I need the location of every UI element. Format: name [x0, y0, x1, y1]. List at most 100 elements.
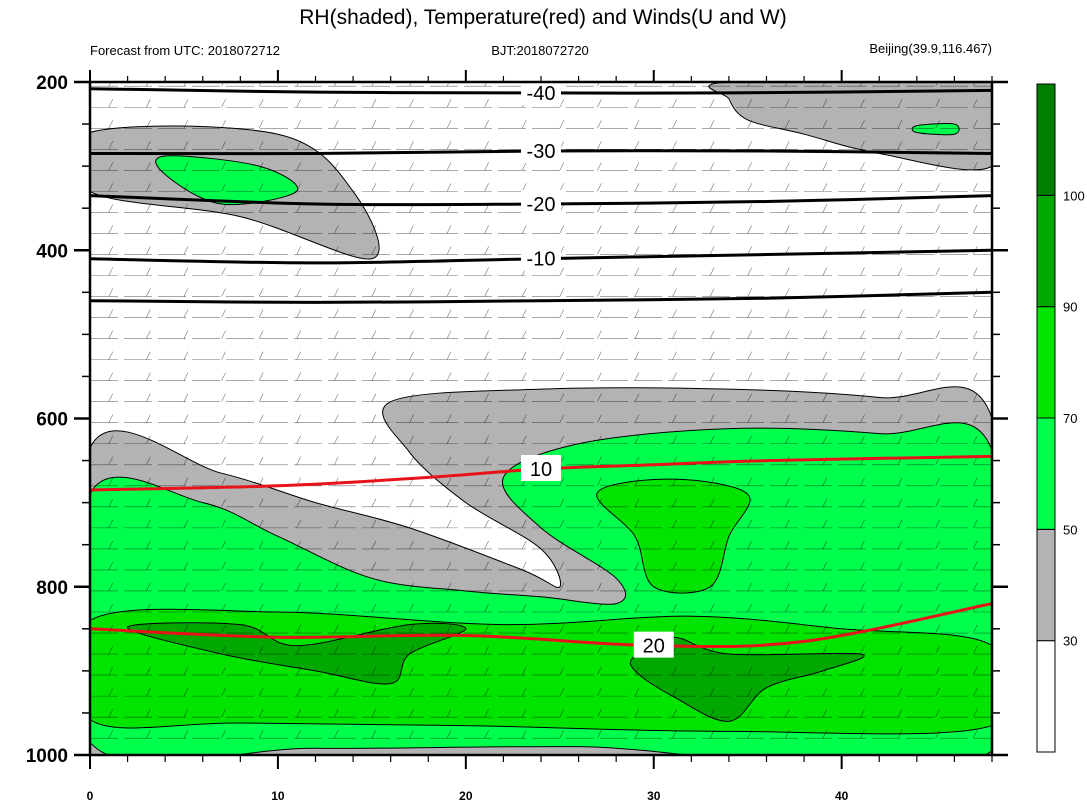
wind-barb [634, 330, 640, 339]
wind-barb [258, 141, 264, 150]
wind-barb [484, 561, 489, 571]
wind-barb [634, 561, 640, 571]
wind-barb [634, 351, 640, 360]
wind-barb [334, 225, 339, 234]
wind-barb [521, 120, 527, 129]
wind-barb [747, 120, 752, 129]
wind-barb [221, 435, 226, 444]
wind-barb [634, 225, 640, 234]
wind-barb [709, 624, 715, 634]
wind-barb [634, 730, 640, 739]
wind-barb [296, 372, 301, 381]
wind-barb [258, 183, 264, 192]
wind-barb [709, 477, 715, 486]
x-tick-label: 20 [459, 789, 473, 803]
wind-barb [221, 267, 226, 276]
wind-barb [597, 435, 602, 444]
wind-barb [108, 709, 114, 718]
wind-barb [108, 120, 114, 129]
wind-barb [822, 183, 828, 192]
wind-barb [258, 519, 264, 528]
wind-barb [334, 246, 339, 255]
wind-barb [559, 99, 565, 108]
colorbar: 30 50 70 90 100 [1036, 83, 1085, 753]
wind-barb [935, 624, 940, 634]
wind-barb [709, 730, 715, 739]
wind-barb [446, 162, 452, 171]
wind-barb [860, 687, 865, 697]
wind-barb [822, 540, 828, 550]
wind-barb [446, 267, 452, 276]
wind-barb [521, 730, 527, 739]
wind-barb [634, 540, 640, 550]
temperature-label: 20 [643, 636, 665, 658]
wind-barb [334, 330, 339, 339]
y-tick-label: 1000 [26, 746, 68, 767]
wind-barb [183, 582, 189, 592]
wind-barb [221, 99, 226, 108]
wind-barb [446, 730, 452, 739]
wind-barb [860, 435, 865, 444]
wind-barb [634, 456, 640, 465]
wind-barb [183, 624, 189, 634]
wind-barb [484, 687, 489, 697]
wind-barb [785, 709, 790, 718]
wind-barb [334, 183, 339, 192]
wind-barb [484, 120, 489, 129]
wind-barb [258, 246, 264, 255]
wind-barb [334, 141, 339, 150]
wind-barb [747, 709, 752, 718]
wind-barb [409, 288, 414, 297]
colorbar-box [1036, 528, 1056, 642]
wind-barb [747, 477, 752, 486]
wind-barb [559, 225, 565, 234]
wind-barb [597, 687, 602, 697]
wind-barb [559, 309, 565, 318]
wind-barb [972, 267, 978, 276]
wind-barb [108, 456, 114, 465]
wind-barb [484, 435, 489, 444]
wind-barb [521, 498, 527, 507]
wind-barb [672, 498, 677, 507]
wind-barb [183, 162, 189, 171]
wind-barb [972, 183, 978, 192]
wind-barb [521, 519, 527, 528]
wind-barb [822, 477, 828, 486]
wind-barb [935, 477, 940, 486]
wind-barb [597, 540, 602, 550]
wind-barb [747, 330, 752, 339]
wind-barb [860, 372, 865, 381]
y-tick-label: 800 [36, 578, 68, 599]
wind-barb [446, 645, 452, 655]
wind-barb [822, 582, 828, 592]
wind-barb [785, 519, 790, 528]
wind-barb [296, 645, 301, 655]
wind-barb [258, 267, 264, 276]
wind-barb [559, 162, 565, 171]
wind-barb [860, 99, 865, 108]
wind-barb [897, 624, 903, 634]
wind-barb [709, 141, 715, 150]
wind-barb [371, 519, 377, 528]
wind-barb [258, 288, 264, 297]
wind-barb [822, 498, 828, 507]
wind-barb [972, 477, 978, 486]
wind-barb [334, 540, 339, 550]
x-tick-label: 40 [835, 789, 849, 803]
wind-barb [747, 645, 752, 655]
wind-barb [446, 99, 452, 108]
wind-barb [446, 519, 452, 528]
wind-barb [221, 730, 226, 739]
wind-barb [108, 246, 114, 255]
wind-barb [559, 582, 565, 592]
wind-barb [521, 330, 527, 339]
wind-barb [822, 624, 828, 634]
wind-barb [296, 120, 301, 129]
wind-barb [935, 120, 940, 129]
wind-barb [183, 603, 189, 613]
wind-barb [446, 498, 452, 507]
wind-barb [108, 225, 114, 234]
wind-barb [258, 330, 264, 339]
wind-barb [597, 204, 602, 213]
wind-barb [258, 498, 264, 507]
